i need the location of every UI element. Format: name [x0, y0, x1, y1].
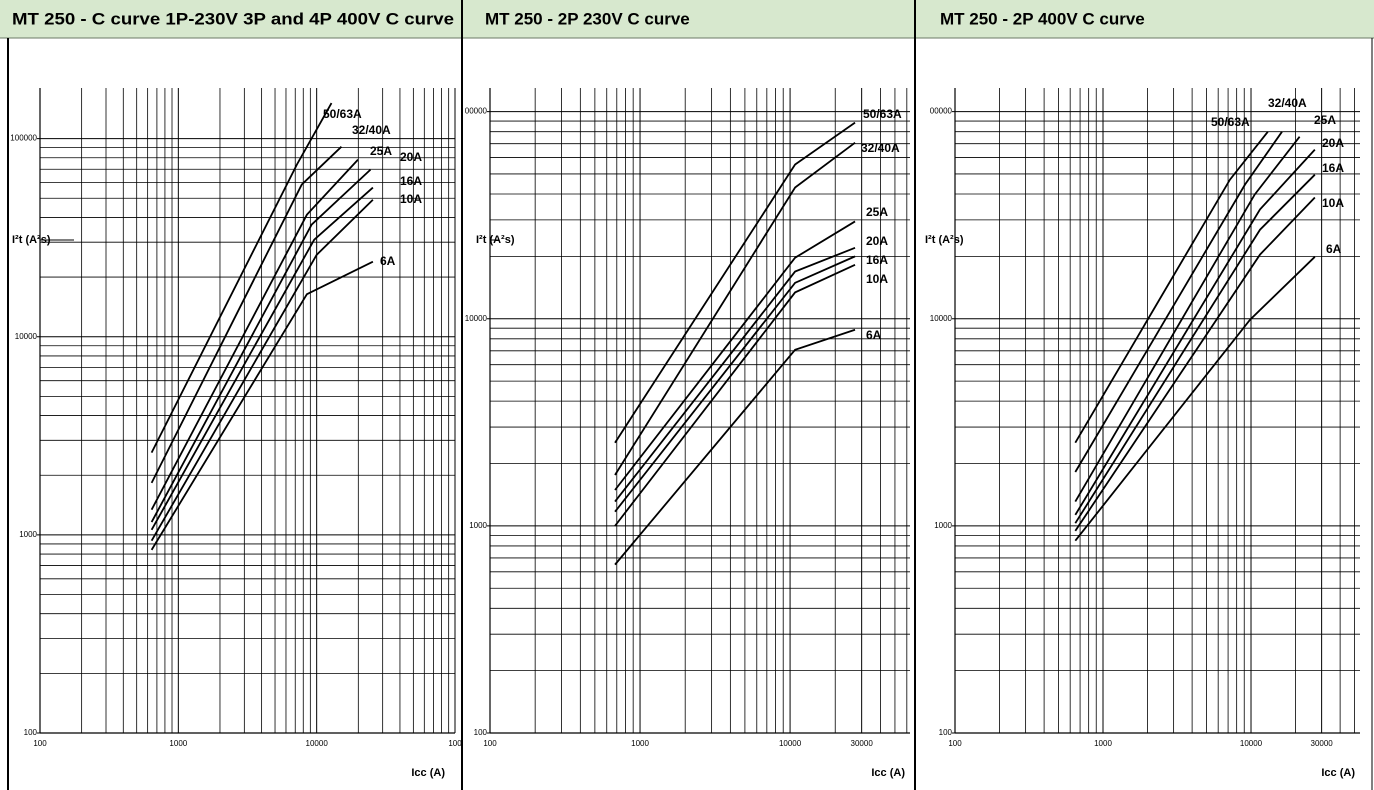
curve-label: 20A [1322, 136, 1344, 150]
curve [1074, 196, 1316, 532]
curve [150, 199, 374, 542]
y-tick-label: 10000 [15, 332, 38, 341]
curve [614, 255, 856, 513]
x-tick-label: 10000 [1240, 739, 1263, 748]
curve-label: 50/63A [1211, 115, 1250, 129]
x-tick-label: 100 [483, 739, 497, 748]
curve-label: 20A [400, 150, 422, 164]
x-tick-label: 1000 [631, 739, 649, 748]
header-band [0, 0, 1374, 38]
curve [1074, 136, 1301, 503]
y-tick-label: 00000 [465, 107, 488, 116]
y-tick-label: 1000 [469, 521, 487, 530]
curve [1074, 174, 1316, 524]
curve-label: 16A [400, 174, 422, 188]
curve [614, 246, 856, 503]
x-axis-label: Icc (A) [1321, 767, 1355, 779]
x-tick-label: 10000 [306, 739, 329, 748]
y-tick-label: 10000 [465, 314, 488, 323]
curve-label: 50/63A [863, 107, 902, 121]
x-tick-label: 1000 [169, 739, 187, 748]
y-tick-label: 100000 [10, 134, 37, 143]
chart-title: MT 250 - 2P 400V C curve [940, 9, 1145, 28]
y-tick-label: 1000 [934, 521, 952, 530]
curve [150, 159, 359, 511]
y-axis-label: I²t (A²s) [12, 234, 51, 246]
curve [1074, 131, 1283, 473]
y-tick-label: 10000 [930, 314, 953, 323]
x-tick-label: 30000 [851, 739, 874, 748]
curve [150, 102, 333, 454]
y-tick-label: 100 [24, 728, 38, 737]
curve-label: 10A [1322, 196, 1344, 210]
curve-label: 6A [380, 254, 396, 268]
x-tick-label: 10000 [779, 739, 802, 748]
chart-title: MT 250 - 2P 230V C curve [485, 9, 690, 28]
curve [614, 121, 856, 444]
x-tick-label: 1000 [1094, 739, 1112, 748]
curve-label: 10A [400, 192, 422, 206]
curve-label: 25A [370, 144, 392, 158]
curve [614, 328, 856, 566]
curve-label: 32/40A [861, 141, 900, 155]
curve [614, 141, 856, 476]
curve-label: 25A [866, 205, 888, 219]
curve-label: 25A [1314, 113, 1336, 127]
curve [614, 220, 856, 491]
curve-label: 50/63A [323, 107, 362, 121]
y-tick-label: 100 [939, 728, 953, 737]
curve-label: 20A [866, 234, 888, 248]
curve-label: 32/40A [352, 123, 391, 137]
y-axis-label: I²t (A²s) [925, 234, 964, 246]
chart-title: MT 250 - C curve 1P-230V 3P and 4P 400V … [12, 9, 454, 28]
x-tick-label: 100 [448, 739, 462, 748]
x-tick-label: 100 [948, 739, 962, 748]
y-tick-label: 00000 [930, 107, 953, 116]
curve-label: 10A [866, 272, 888, 286]
curve-label: 16A [866, 253, 888, 267]
x-tick-label: 30000 [1311, 739, 1334, 748]
curve-label: 6A [866, 328, 882, 342]
curve [1074, 256, 1316, 542]
x-axis-label: Icc (A) [411, 767, 445, 779]
y-tick-label: 100 [474, 728, 488, 737]
curve [150, 260, 374, 551]
curve [150, 168, 372, 523]
curve [1074, 149, 1316, 516]
curve [150, 146, 343, 484]
x-axis-label: Icc (A) [871, 767, 905, 779]
curve [1074, 131, 1269, 444]
y-tick-label: 1000 [19, 530, 37, 539]
x-tick-label: 100 [33, 739, 47, 748]
curve-label: 16A [1322, 161, 1344, 175]
curve-label: 32/40A [1268, 96, 1307, 110]
curve [150, 186, 374, 531]
curve-label: 6A [1326, 242, 1342, 256]
curve [614, 264, 856, 527]
